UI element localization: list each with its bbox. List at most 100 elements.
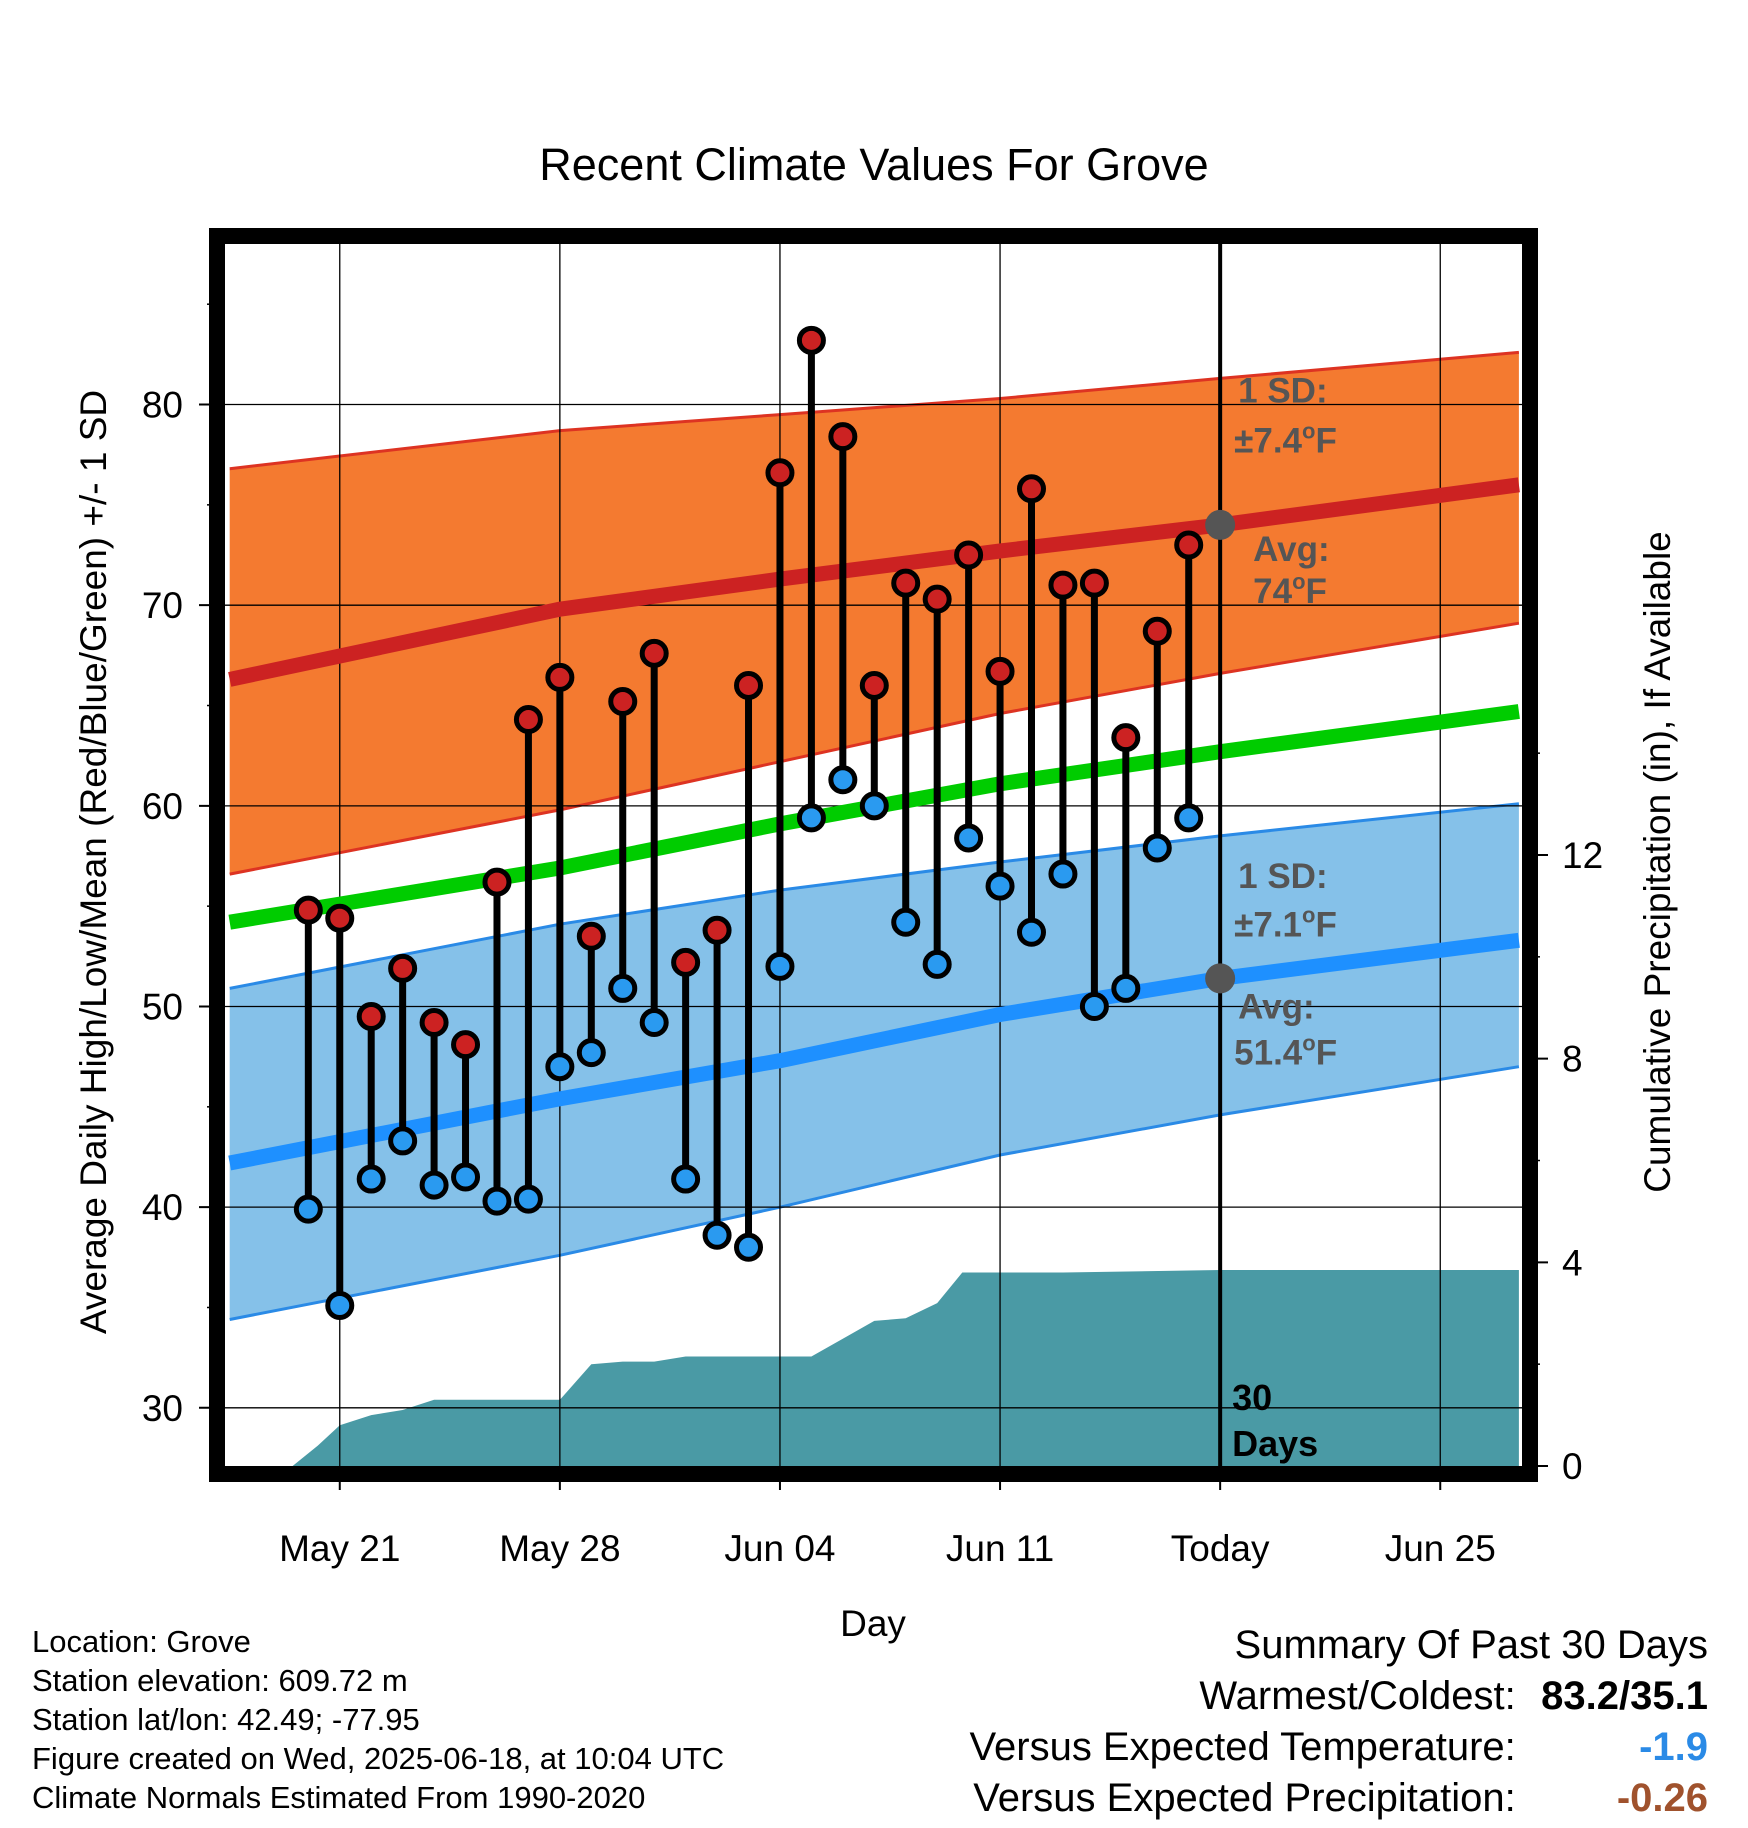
observed-high-point [639,638,669,668]
observed-low-point [796,803,826,833]
elevation-text: Station elevation: 609.72 m [32,1663,408,1698]
precip-area [229,1270,1519,1466]
observed-low-point [1174,803,1204,833]
observed-high-point [891,568,921,598]
observed-low-point [765,951,795,981]
observed-high-point [451,1030,481,1060]
today-high-normal-marker [1205,509,1236,540]
observed-high-point [922,584,952,614]
y2-tick-label: 12 [1562,835,1603,876]
normal-high-line [228,477,1520,687]
precip-label: Versus Expected Precipitation: [973,1776,1516,1820]
x-tick-label: May 28 [499,1528,620,1569]
observed-low-point [1111,973,1141,1003]
observed-low-point [922,949,952,979]
observed-high-point [1048,570,1078,600]
observed-high-point [1079,568,1109,598]
high-sd-band-lower-edge [229,621,1520,876]
observed-low-point [576,1038,606,1068]
station-info: Location: Grove Station elevation: 609.7… [32,1622,724,1817]
observed-low-point [1079,991,1109,1021]
observed-low-point [545,1052,575,1082]
observed-low-point [639,1008,669,1038]
observed-high-point [608,686,638,716]
x-tick-label: Today [1171,1528,1270,1569]
observed-high-point [796,325,826,355]
summary-warmest-row: Warmest/Coldest: 83.2/35.1 [970,1671,1708,1722]
observed-low-point [828,765,858,795]
observed-low-point [513,1184,543,1214]
low-sd-band-lower-edge [229,1065,1520,1321]
temp-value: -1.9 [1639,1725,1708,1769]
low-sd-annotation-value: ±7.1oF [1234,902,1337,944]
observed-high-point [545,662,575,692]
summary-panel: Summary Of Past 30 Days Warmest/Coldest:… [970,1620,1708,1824]
observed-high-point [1174,530,1204,560]
observed-low-point [356,1164,386,1194]
y2-axis-label: Cumulative Precipitation (in), If Availa… [1637,531,1678,1193]
observed-high-point [671,947,701,977]
x-axis-label: Day [840,1603,906,1644]
observed-low-point [1048,859,1078,889]
observed-high-point [985,656,1015,686]
y2-tick-label: 0 [1562,1446,1583,1487]
observed-high-point [419,1008,449,1038]
summary-temp-row: Versus Expected Temperature: -1.9 [970,1722,1708,1773]
observed-high-point [954,540,984,570]
observed-low-point [293,1194,323,1224]
high-sd-annotation-label: 1 SD: [1238,372,1327,411]
x-tick-label: Jun 25 [1385,1528,1496,1569]
observed-high-point [734,670,764,700]
observed-low-point [734,1232,764,1262]
observed-low-point [482,1186,512,1216]
observed-bars [293,325,1204,1320]
observed-high-point [293,895,323,925]
observed-high-point [482,867,512,897]
observed-low-point [451,1162,481,1192]
observed-high-point [1016,474,1046,504]
observed-low-point [388,1126,418,1156]
high-sd-annotation-value: ±7.4oF [1234,419,1337,461]
created-text: Figure created on Wed, 2025-06-18, at 10… [32,1741,725,1776]
observed-high-point [325,903,355,933]
observed-low-point [325,1290,355,1320]
latlon-text: Station lat/lon: 42.49; -77.95 [32,1702,420,1737]
chart-title: Recent Climate Values For Grove [539,139,1208,190]
low-sd-band [229,803,1519,1320]
y-tick-label: 40 [142,1187,183,1228]
location-text: Location: Grove [32,1624,251,1659]
y-tick-label: 60 [142,786,183,827]
low-sd-annotation-label: 1 SD: [1238,857,1327,896]
high-sd-band-upper-edge [229,350,1520,471]
observed-low-point [1016,917,1046,947]
observed-low-point [859,791,889,821]
today-days-label-unit: Days [1232,1423,1318,1464]
observed-low-point [671,1164,701,1194]
low-avg-annotation-label: Avg: [1238,988,1314,1027]
observed-low-point [702,1220,732,1250]
y-tick-label: 70 [142,585,183,626]
today-low-normal-marker [1205,963,1236,994]
x-tick-label: Jun 04 [724,1528,835,1569]
high-avg-annotation-value: 74oF [1253,569,1327,611]
y-axis-label: Average Daily High/Low/Mean (Red/Blue/Gr… [73,390,114,1334]
observed-low-point [419,1170,449,1200]
observed-high-point [388,953,418,983]
summary-precip-row: Versus Expected Precipitation: -0.26 [970,1773,1708,1824]
warmest-label: Warmest/Coldest: [1199,1674,1516,1718]
observed-high-point [828,422,858,452]
warmest-value: 83.2/35.1 [1541,1674,1708,1718]
observed-high-point [356,1002,386,1032]
low-sd-band-upper-edge [229,802,1520,990]
observed-high-point [576,921,606,951]
summary-title: Summary Of Past 30 Days [1234,1623,1708,1667]
high-avg-annotation-label: Avg: [1253,530,1329,569]
plot-area [225,244,1522,1466]
y2-tick-label: 8 [1562,1039,1583,1080]
observed-high-point [859,670,889,700]
y-tick-label: 30 [142,1388,183,1429]
observed-low-point [954,823,984,853]
y2-tick-label: 4 [1562,1242,1583,1283]
high-sd-band [229,352,1519,875]
